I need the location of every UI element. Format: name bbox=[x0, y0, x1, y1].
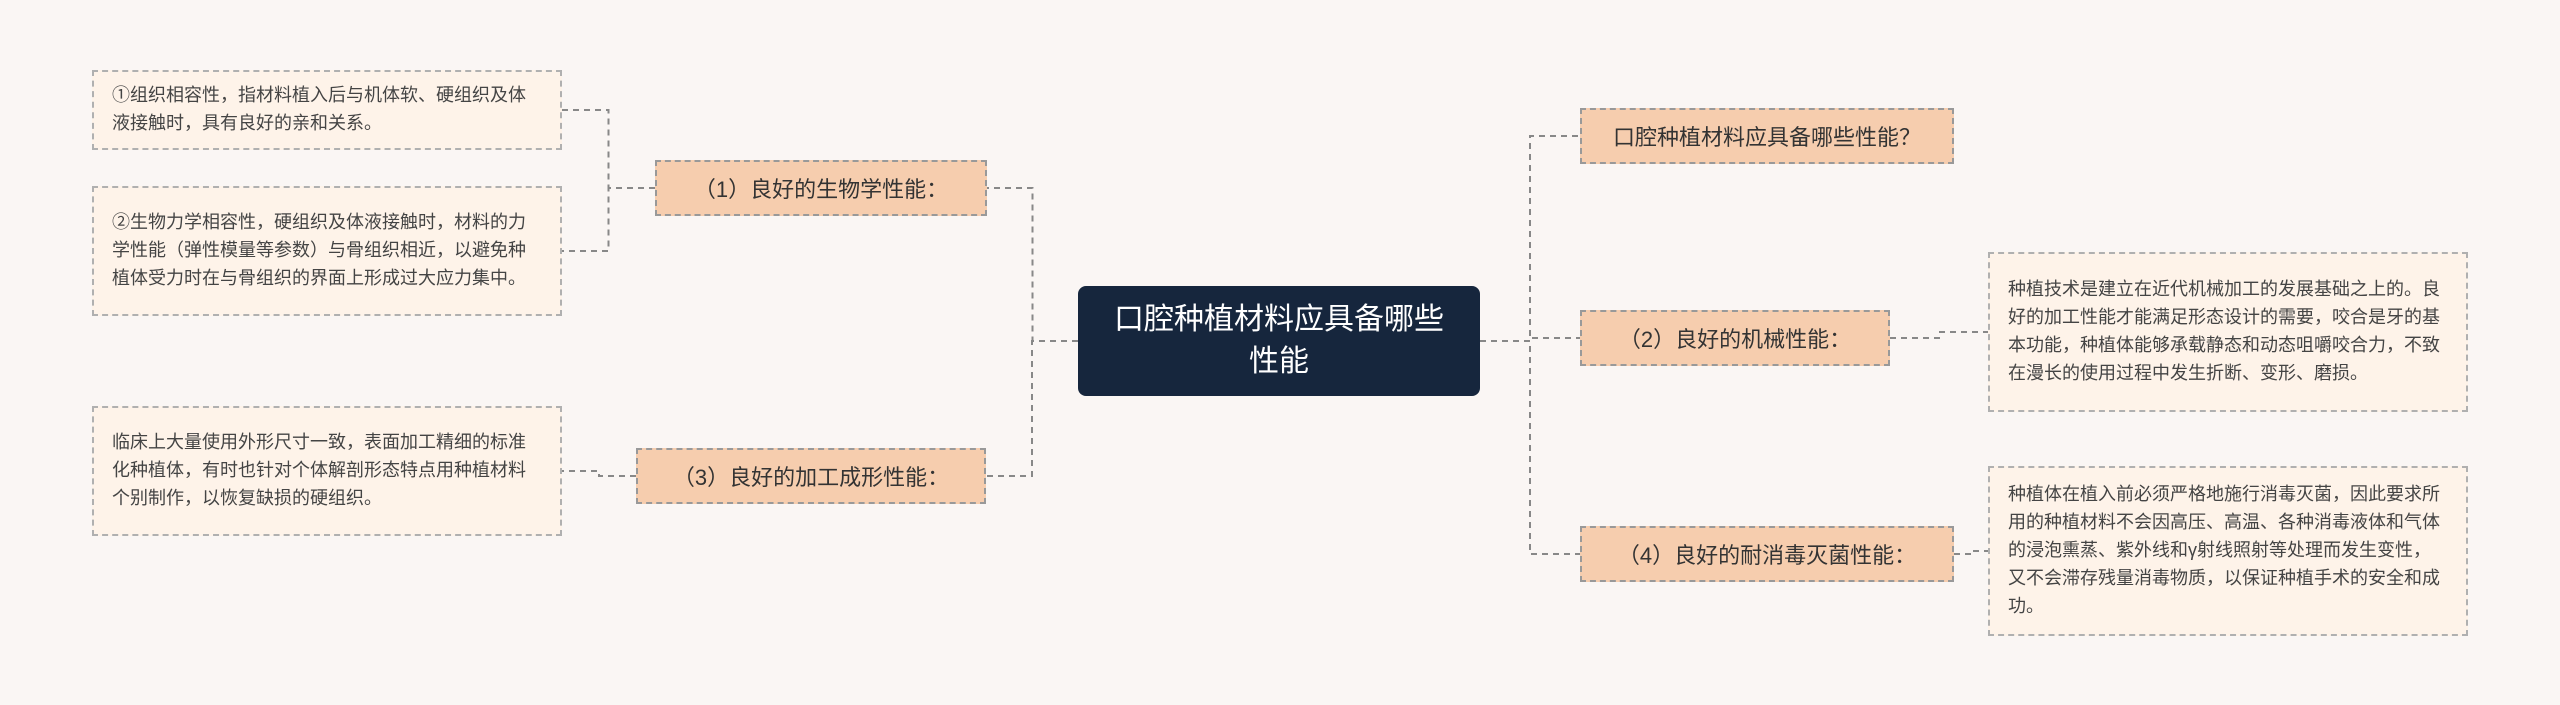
branch-b3-label: （3）良好的加工成形性能： bbox=[673, 460, 949, 492]
branch-b4: （4）良好的耐消毒灭菌性能： bbox=[1580, 526, 1954, 582]
root-label: 口腔种植材料应具备哪些 性能 bbox=[1106, 299, 1452, 383]
leaf-b4l1-label: 种植体在植入前必须严格地施行消毒灭菌，因此要求所用的种植材料不会因高压、高温、各… bbox=[2008, 481, 2448, 620]
leaf-b1l1-label: ①组织相容性，指材料植入后与机体软、硬组织及体液接触时，具有良好的亲和关系。 bbox=[112, 82, 542, 138]
leaf-b1l1: ①组织相容性，指材料植入后与机体软、硬组织及体液接触时，具有良好的亲和关系。 bbox=[92, 70, 562, 150]
branch-b4-label: （4）良好的耐消毒灭菌性能： bbox=[1618, 538, 1916, 570]
leaf-b1l2-label: ②生物力学相容性，硬组织及体液接触时，材料的力学性能（弹性模量等参数）与骨组织相… bbox=[112, 209, 542, 293]
root-node: 口腔种植材料应具备哪些 性能 bbox=[1078, 286, 1480, 396]
leaf-b2l1-label: 种植技术是建立在近代机械加工的发展基础之上的。良好的加工性能才能满足形态设计的需… bbox=[2008, 276, 2448, 388]
branch-b1-label: （1）良好的生物学性能： bbox=[694, 172, 948, 204]
branch-q-label: 口腔种植材料应具备哪些性能？ bbox=[1613, 120, 1921, 152]
leaf-b3l1-label: 临床上大量使用外形尺寸一致，表面加工精细的标准化种植体，有时也针对个体解剖形态特… bbox=[112, 429, 542, 513]
leaf-b4l1: 种植体在植入前必须严格地施行消毒灭菌，因此要求所用的种植材料不会因高压、高温、各… bbox=[1988, 466, 2468, 636]
branch-b1: （1）良好的生物学性能： bbox=[655, 160, 987, 216]
branch-b2-label: （2）良好的机械性能： bbox=[1619, 322, 1851, 354]
leaf-b2l1: 种植技术是建立在近代机械加工的发展基础之上的。良好的加工性能才能满足形态设计的需… bbox=[1988, 252, 2468, 412]
leaf-b1l2: ②生物力学相容性，硬组织及体液接触时，材料的力学性能（弹性模量等参数）与骨组织相… bbox=[92, 186, 562, 316]
leaf-b3l1: 临床上大量使用外形尺寸一致，表面加工精细的标准化种植体，有时也针对个体解剖形态特… bbox=[92, 406, 562, 536]
branch-q: 口腔种植材料应具备哪些性能？ bbox=[1580, 108, 1954, 164]
branch-b2: （2）良好的机械性能： bbox=[1580, 310, 1890, 366]
branch-b3: （3）良好的加工成形性能： bbox=[636, 448, 986, 504]
